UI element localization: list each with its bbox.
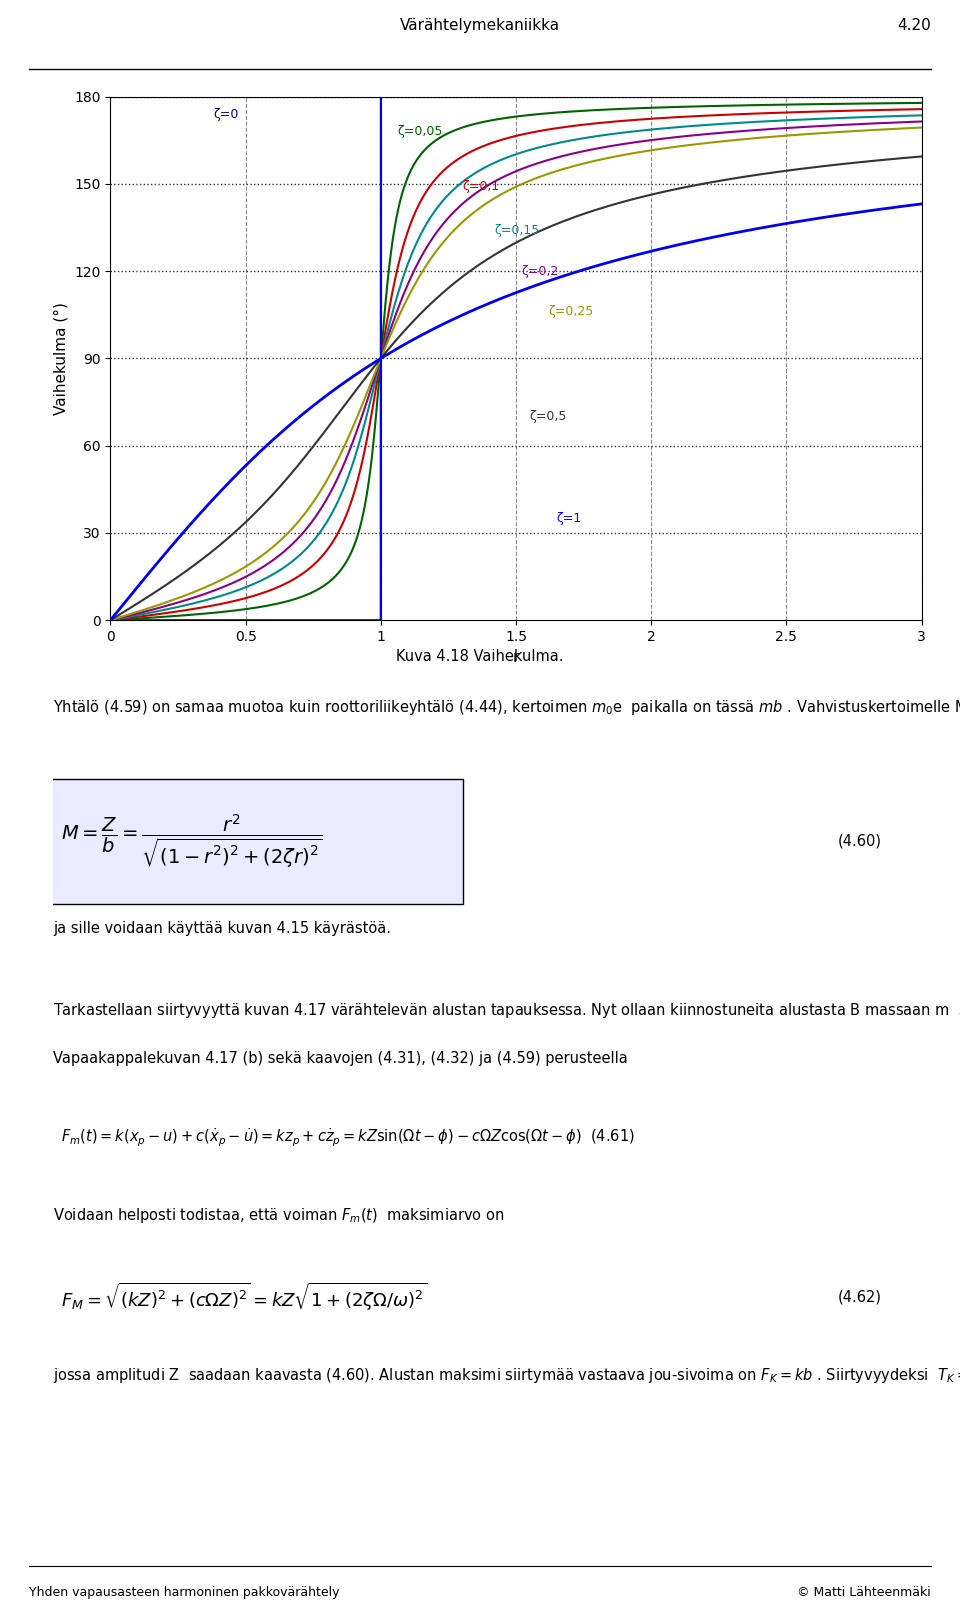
- Text: Tarkastellaan siirtyvyyttä kuvan 4.17 värähtelevän alustan tapauksessa. Nyt olla: Tarkastellaan siirtyvyyttä kuvan 4.17 vä…: [53, 1000, 960, 1020]
- Text: $F_M = \sqrt{(kZ)^2+(c\Omega Z)^2} = kZ\sqrt{1+(2\zeta\Omega/\omega)^2}$: $F_M = \sqrt{(kZ)^2+(c\Omega Z)^2} = kZ\…: [61, 1281, 427, 1313]
- Text: ζ=0,2: ζ=0,2: [521, 264, 559, 277]
- Text: ζ=0,05: ζ=0,05: [397, 126, 443, 139]
- Text: ζ=0,5: ζ=0,5: [530, 411, 567, 424]
- Text: 4.20: 4.20: [898, 18, 931, 32]
- Text: Yhtälö (4.59) on samaa muotoa kuin roottoriliikeyhtälö (4.44), kertoimen $m_0$e : Yhtälö (4.59) on samaa muotoa kuin roott…: [53, 698, 960, 717]
- Text: Yhden vapausasteen harmoninen pakkovärähtely: Yhden vapausasteen harmoninen pakkoväräh…: [29, 1587, 339, 1600]
- Y-axis label: Vaihekulma (°): Vaihekulma (°): [54, 301, 68, 416]
- Text: ζ=0,25: ζ=0,25: [548, 306, 593, 319]
- Text: Voidaan helposti todistaa, että voiman $F_m(t)$  maksimiarvo on: Voidaan helposti todistaa, että voiman $…: [53, 1207, 504, 1224]
- Text: ja sille voidaan käyttää kuvan 4.15 käyrästöä.: ja sille voidaan käyttää kuvan 4.15 käyr…: [53, 921, 391, 936]
- Text: ζ=0,15: ζ=0,15: [494, 224, 540, 237]
- Text: © Matti Lähteenmäki: © Matti Lähteenmäki: [798, 1587, 931, 1600]
- Text: $F_m(t) = k(x_p-u)+c(\dot{x}_p-\dot{u}) = kz_p+c\dot{z}_p = kZ\sin(\Omega t-\phi: $F_m(t) = k(x_p-u)+c(\dot{x}_p-\dot{u}) …: [61, 1126, 636, 1149]
- Text: $M = \dfrac{Z}{b} = \dfrac{r^2}{\sqrt{\left(1-r^2\right)^2+\left(2\zeta r\right): $M = \dfrac{Z}{b} = \dfrac{r^2}{\sqrt{\l…: [61, 814, 324, 870]
- Text: ζ=1: ζ=1: [557, 512, 582, 525]
- Text: (4.60): (4.60): [838, 834, 882, 849]
- Text: ζ=0,1: ζ=0,1: [462, 180, 499, 193]
- Text: Vapaakappalekuvan 4.17 (b) sekä kaavojen (4.31), (4.32) ja (4.59) perusteella: Vapaakappalekuvan 4.17 (b) sekä kaavojen…: [53, 1050, 628, 1066]
- X-axis label: r: r: [513, 649, 519, 664]
- Text: ζ=0: ζ=0: [213, 108, 238, 121]
- Text: Kuva 4.18 Vaihekulma.: Kuva 4.18 Vaihekulma.: [396, 649, 564, 664]
- Text: (4.62): (4.62): [838, 1290, 882, 1305]
- FancyBboxPatch shape: [48, 780, 463, 904]
- Text: Värähtelymekaniikka: Värähtelymekaniikka: [400, 18, 560, 32]
- Text: jossa amplitudi Z  saadaan kaavasta (4.60). Alustan maksimi siirtymää vastaava j: jossa amplitudi Z saadaan kaavasta (4.60…: [53, 1366, 960, 1385]
